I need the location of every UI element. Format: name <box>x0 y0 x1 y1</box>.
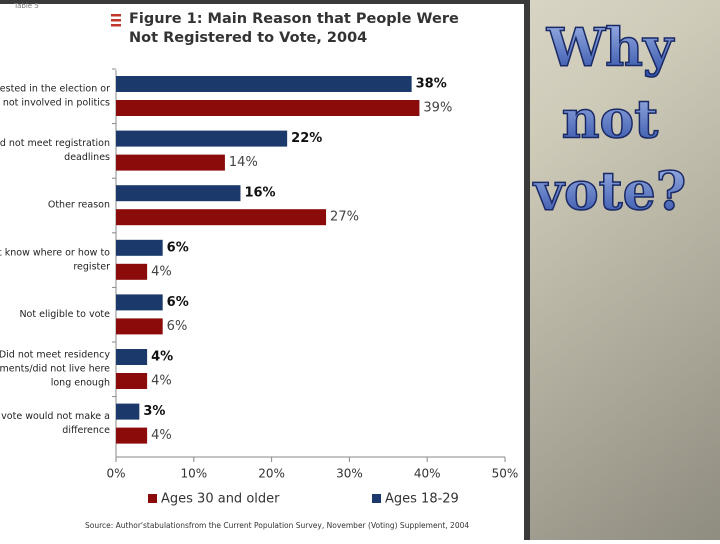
value-label: 6% <box>167 319 188 334</box>
bar <box>116 239 163 256</box>
value-label: 4% <box>151 350 173 365</box>
category-label: Not eligible to vote <box>19 309 110 320</box>
category-label: Did not meet residency <box>0 350 110 361</box>
bar <box>116 294 163 311</box>
bar <box>116 154 225 171</box>
bar <box>116 373 148 389</box>
x-tick-label: 30% <box>336 467 363 481</box>
value-label: 6% <box>167 240 189 255</box>
category-label: Did not meet registration <box>0 138 110 149</box>
legend-label: Ages 30 and older <box>161 492 280 507</box>
category-label: Not interested in the election or <box>0 84 110 95</box>
category-label: not involved in politics <box>3 98 110 109</box>
value-label: 38% <box>416 77 447 92</box>
x-tick-label: 10% <box>180 467 207 481</box>
category-label: Do not know where or how to <box>0 247 110 258</box>
table-label: Table 5 <box>13 2 39 10</box>
x-tick-label: 40% <box>414 467 441 481</box>
bar <box>116 76 412 92</box>
source: Source: Author'stabulationsfrom the Curr… <box>85 521 469 530</box>
category-label: My vote would not make a <box>0 411 110 422</box>
legend-swatch <box>148 494 157 503</box>
bar <box>116 100 420 116</box>
bar <box>116 185 241 202</box>
x-tick-label: 0% <box>106 467 125 481</box>
category-label: long enough <box>51 378 110 389</box>
bar <box>116 318 163 335</box>
bar <box>116 427 148 444</box>
category-label: requirements/did not live here <box>0 364 110 375</box>
slide-title: not <box>562 90 659 151</box>
bar <box>116 263 148 280</box>
category-label: register <box>73 261 110 272</box>
value-label: 4% <box>151 428 172 443</box>
bar <box>116 403 140 420</box>
category-label: deadlines <box>64 152 110 163</box>
legend-label: Ages 18-29 <box>385 492 459 507</box>
value-label: 16% <box>244 186 275 201</box>
category-label: Other reason <box>48 200 110 211</box>
value-label: 27% <box>330 210 359 225</box>
category-label: difference <box>62 425 110 436</box>
value-label: 3% <box>143 404 165 419</box>
bar <box>116 349 148 365</box>
chart-title: Figure 1: Main Reason that People Were <box>129 11 459 27</box>
bar <box>116 209 327 226</box>
value-label: 4% <box>151 264 172 279</box>
legend-swatch <box>372 494 381 503</box>
slide-title: vote? <box>533 162 686 223</box>
x-tick-label: 50% <box>492 467 519 481</box>
value-label: 39% <box>423 101 452 116</box>
chart-title: Not Registered to Vote, 2004 <box>129 30 367 46</box>
slide-title: Why <box>546 18 675 79</box>
chart-panel <box>0 4 524 540</box>
value-label: 14% <box>229 155 258 170</box>
bar <box>116 130 288 147</box>
x-tick-label: 20% <box>258 467 285 481</box>
value-label: 4% <box>151 374 172 389</box>
title-icon <box>111 14 121 27</box>
value-label: 22% <box>291 131 322 146</box>
value-label: 6% <box>167 295 189 310</box>
